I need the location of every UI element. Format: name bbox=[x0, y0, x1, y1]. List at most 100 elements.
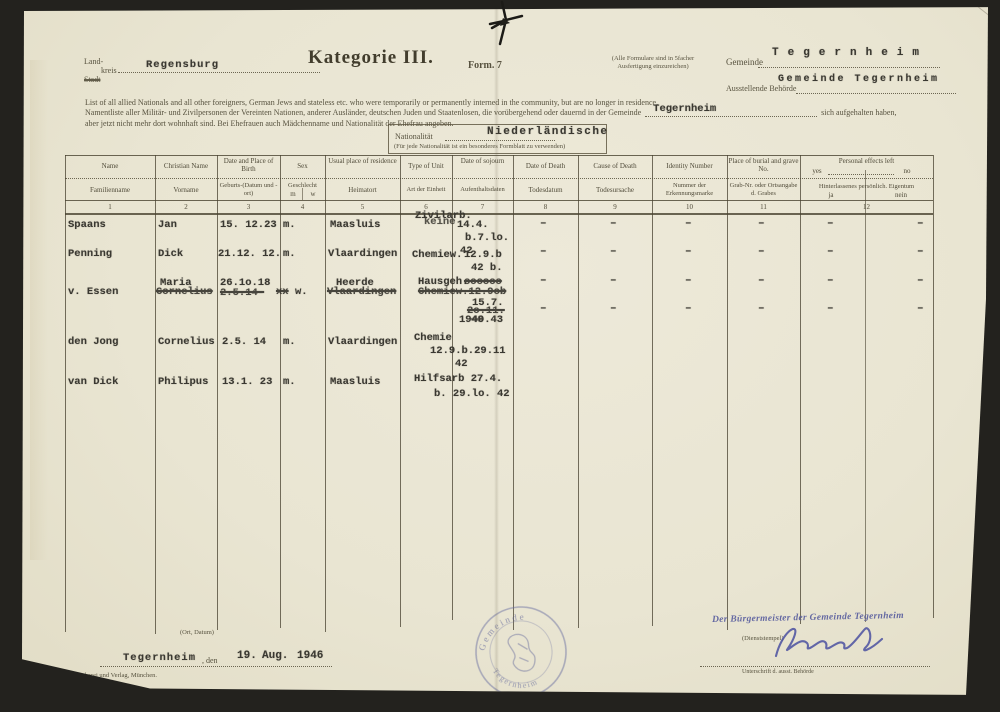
col5-header-de: Heimatort bbox=[348, 186, 377, 194]
row2-unit1: Chemiew. bbox=[412, 249, 463, 261]
row3-sex-old: xx bbox=[276, 286, 289, 298]
nationality-label: Nationalität bbox=[395, 132, 433, 141]
row1-name: Spaans bbox=[68, 219, 106, 231]
row3-heimatort-new: Heerde bbox=[336, 277, 374, 289]
table-vertical-rule bbox=[280, 155, 281, 628]
dash-mark: – bbox=[758, 275, 765, 287]
intro-line-en: List of all allied Nationals and all oth… bbox=[85, 98, 659, 107]
row5-heimatort: Maasluis bbox=[330, 376, 381, 388]
row3-sojourn-old: 2o.11. bbox=[467, 305, 505, 317]
row3-vorname-new: Maria bbox=[160, 277, 192, 289]
staple-mark bbox=[488, 0, 524, 46]
date-dotted-line bbox=[100, 666, 332, 667]
table-vertical-rule bbox=[727, 155, 728, 630]
row5-sex: m. bbox=[283, 376, 296, 388]
sex-mw-divider bbox=[302, 188, 303, 200]
table-top-rule bbox=[65, 155, 933, 156]
dash-mark: – bbox=[540, 218, 547, 230]
col12-yes-label: yes bbox=[812, 167, 822, 175]
copies-note-line1: (Alle Formulare sind in 5facher bbox=[611, 55, 695, 62]
table-vertical-rule bbox=[400, 155, 401, 627]
nationality-box: Nationalität Niederländische (Für jede N… bbox=[388, 124, 607, 154]
row5-unit-sojourn1: Hilfsarb 27.4. bbox=[414, 373, 503, 385]
dash-mark: – bbox=[610, 218, 617, 230]
col2-header-de: Vorname bbox=[173, 186, 199, 194]
col1-header-de: Familienname bbox=[89, 186, 131, 194]
col11-header-en: Place of burial and grave No. bbox=[728, 157, 799, 174]
dash-mark: – bbox=[827, 275, 834, 287]
col3-header-de: Geburts-(Datum und -ort) bbox=[219, 182, 278, 197]
land-label: Land- bbox=[84, 57, 104, 66]
signature bbox=[774, 627, 884, 658]
date-month-value: Aug. bbox=[262, 650, 289, 662]
col11-header-de: Grab-Nr. oder Ortsangabe d. Grabes bbox=[729, 182, 798, 197]
dash-mark: – bbox=[917, 303, 924, 315]
row5-geburt: 13.1. 23 bbox=[222, 376, 273, 388]
col5-number: 5 bbox=[360, 203, 365, 211]
row4-name: den Jong bbox=[68, 336, 119, 348]
row2-sojourn2: 42 b. bbox=[471, 262, 503, 274]
col12-header-de: Hinterlassenes persönlich. Eigentum bbox=[818, 183, 915, 190]
col9-number: 9 bbox=[613, 203, 617, 211]
row3-unit-old2: Chemiew.12.9ob bbox=[418, 286, 507, 298]
table-header-dotted-rule bbox=[65, 178, 933, 179]
staple-stroke bbox=[488, 0, 524, 46]
table-vertical-rule bbox=[513, 155, 514, 630]
dash-mark: – bbox=[685, 246, 692, 258]
row3-sex-new: w. bbox=[295, 286, 308, 298]
stadt-label-struck: Stadt bbox=[84, 75, 101, 84]
col4-number: 4 bbox=[300, 203, 305, 211]
col9-header-de: Todesursache bbox=[596, 186, 634, 194]
row2-name: Penning bbox=[68, 248, 113, 260]
col1-number: 1 bbox=[108, 203, 112, 211]
printer-imprint: J. G. Weiß'sche Buchdruckerei und Verlag… bbox=[18, 672, 158, 679]
unterschrift-note: Unterschrift d. ausst. Behörde bbox=[742, 669, 814, 675]
dash-mark: – bbox=[827, 246, 834, 258]
col10-number: 10 bbox=[686, 203, 693, 211]
table-janein-divider bbox=[865, 170, 866, 622]
dash-mark: – bbox=[540, 246, 547, 258]
row1-heimatort: Maasluis bbox=[330, 219, 381, 231]
row3-sojourn2: 1940.43 bbox=[459, 314, 504, 326]
col12-ja-label: ja bbox=[828, 191, 834, 199]
row1-vorname: Jan bbox=[158, 219, 177, 231]
row2-heimatort: Vlaardingen bbox=[328, 248, 398, 260]
row1-sex: m. bbox=[283, 219, 296, 231]
table-vertical-rule bbox=[217, 155, 218, 630]
dash-mark: – bbox=[827, 303, 834, 315]
table-vertical-rule bbox=[578, 155, 579, 628]
row1-unit2: keine bbox=[424, 216, 456, 228]
col12-no-label: no bbox=[903, 167, 911, 175]
col7-header-en: Date of sojourn bbox=[460, 157, 505, 165]
row4-sex: m. bbox=[283, 336, 296, 348]
table-number-row-rule bbox=[65, 200, 933, 201]
dash-mark: – bbox=[917, 218, 924, 230]
nationality-note: (Für jede Nationalität ist ein besondere… bbox=[394, 143, 566, 150]
col7-header-de: Aufenthaltsdaten bbox=[460, 186, 505, 193]
dash-mark: – bbox=[827, 218, 834, 230]
col3-header-en: Date and Place of Birth bbox=[223, 157, 274, 174]
row1-sojourn3: 42 bbox=[460, 245, 473, 257]
kreis-dotted-line bbox=[118, 72, 320, 73]
kreis-value: Regensburg bbox=[146, 59, 220, 71]
dash-mark: – bbox=[917, 246, 924, 258]
col6-header-de: Art der Einheit bbox=[406, 186, 446, 193]
date-year-value: 1946 bbox=[297, 650, 324, 662]
signature-stroke bbox=[774, 627, 884, 658]
dash-mark: – bbox=[610, 246, 617, 258]
row4-vorname: Cornelius bbox=[158, 336, 215, 348]
table-vertical-rule bbox=[325, 155, 326, 632]
col8-header-de: Todesdatum bbox=[528, 186, 563, 194]
table-right-rule bbox=[933, 155, 934, 618]
intro-de1-tail: sich aufgehalten haben, bbox=[821, 108, 897, 117]
dash-mark: – bbox=[540, 303, 547, 315]
ort-datum-note: (Ort, Datum) bbox=[180, 629, 214, 636]
behoerde-dotted-line bbox=[796, 93, 956, 94]
row4-heimatort: Vlaardingen bbox=[328, 336, 398, 348]
left-edge-shading bbox=[30, 60, 48, 560]
col7-number: 7 bbox=[480, 203, 485, 211]
stamp-outer-ring bbox=[475, 606, 567, 695]
row4-sojourn2: 42 bbox=[455, 358, 468, 370]
